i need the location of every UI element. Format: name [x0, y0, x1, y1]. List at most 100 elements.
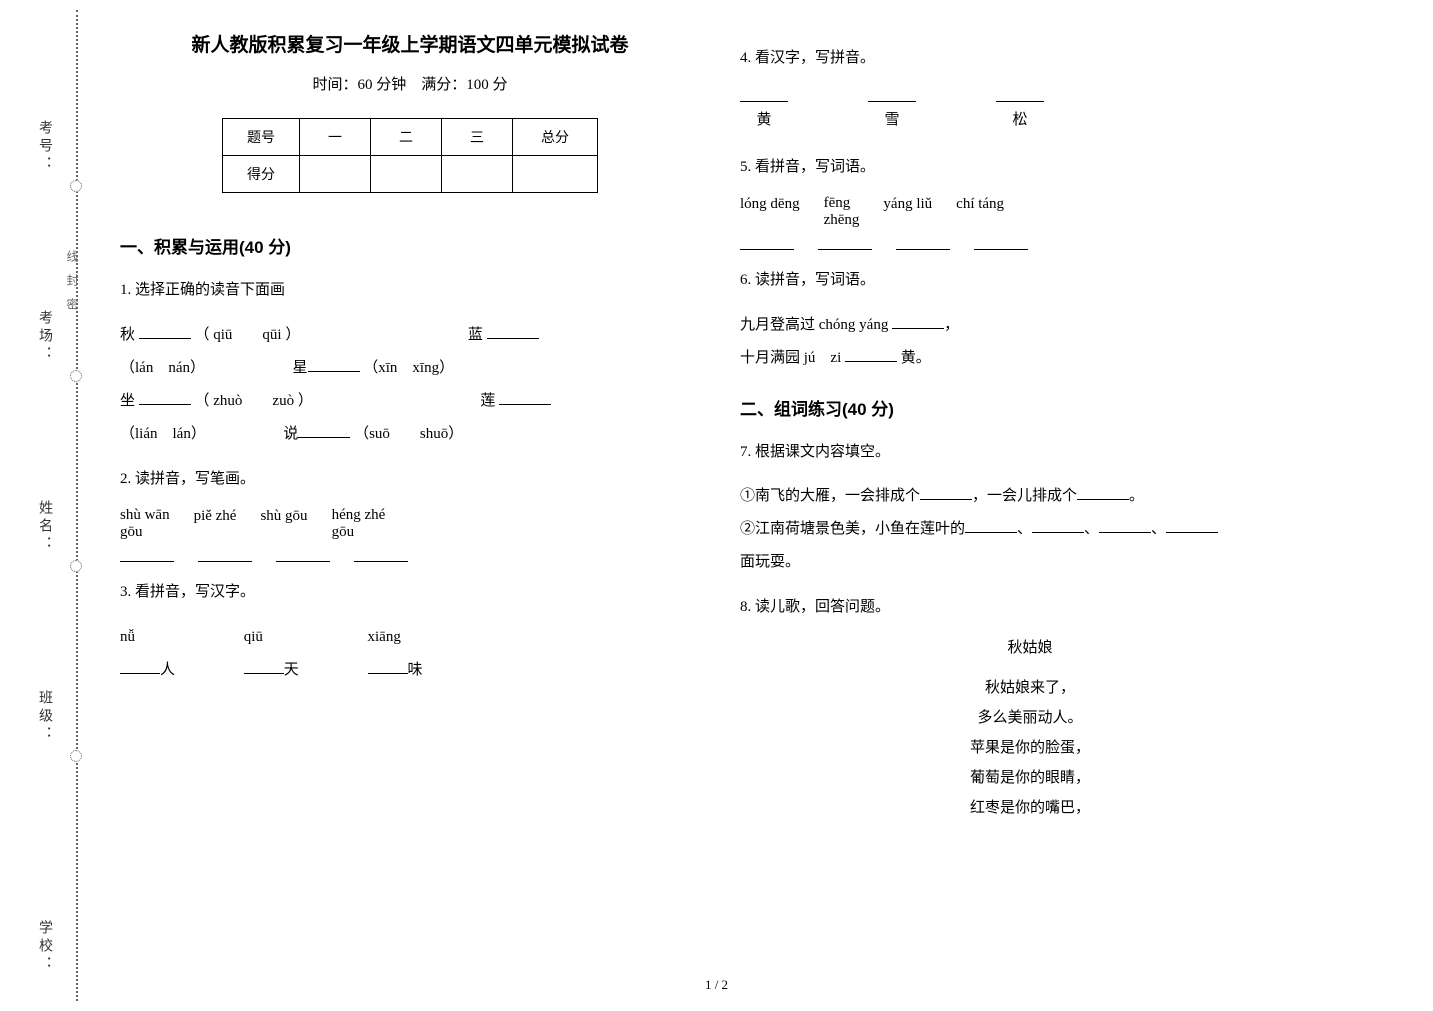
q1-title: 1. 选择正确的读音下面画 [120, 276, 700, 305]
q1-l2a: （lán nán） [120, 360, 205, 376]
q1-l4c: （suō shuō） [354, 426, 463, 442]
blank [368, 659, 408, 674]
blank [1077, 485, 1129, 500]
q4-num: 4. [740, 50, 755, 66]
q7-num: 7. [740, 444, 755, 460]
q3-suf: 人 [160, 662, 175, 678]
page-footer: 1 / 2 [0, 977, 1433, 993]
q6-body: 九月登高过 chóng yáng ， 十月满园 jú zi 黄。 [740, 309, 1320, 375]
doc-title: 新人教版积累复习一年级上学期语文四单元模拟试卷 [120, 30, 700, 57]
q3-py: qiū [244, 629, 263, 645]
score-cell [300, 156, 371, 193]
q1-l2b: 星 [292, 360, 307, 376]
score-table: 题号 一 二 三 总分 得分 [222, 118, 598, 193]
q2-py: shù gōu [260, 507, 307, 540]
blank [487, 324, 539, 339]
q8-title: 8. 读儿歌，回答问题。 [740, 593, 1320, 622]
q7-l2b: 面玩耍。 [740, 554, 800, 570]
blank [965, 518, 1017, 533]
q1-l1a: 秋 [120, 327, 139, 343]
blank [920, 485, 972, 500]
q2-py: shù wāngōu [120, 507, 170, 540]
q3-suf: 天 [284, 662, 299, 678]
poem-line: 苹果是你的脸蛋， [740, 733, 1320, 763]
section-1-heading: 一、积累与运用(40 分) [120, 233, 700, 258]
score-th: 三 [442, 119, 513, 156]
q1-l4b: 说 [283, 426, 298, 442]
doc-subtitle: 时间：60 分钟 满分：100 分 [120, 73, 700, 94]
q7-body: ①南飞的大雁，一会排成个，一会儿排成个。 ②江南荷塘景色美，小鱼在莲叶的、、、 … [740, 480, 1320, 579]
q3-title-text: 看拼音，写汉字。 [135, 584, 255, 600]
q1-l1c: 蓝 [468, 327, 487, 343]
q4-title-text: 看汉字，写拼音。 [755, 50, 875, 66]
blank [276, 548, 330, 562]
q7-title-text: 根据课文内容填空。 [755, 444, 890, 460]
q6-title-text: 读拼音，写词语。 [755, 272, 875, 288]
q2-title-text: 读拼音，写笔画。 [135, 471, 255, 487]
score-row-label: 得分 [223, 156, 300, 193]
q7-l1a: ①南飞的大雁，一会排成个 [740, 488, 920, 504]
blank [139, 324, 191, 339]
binding-seal-text: 线封密 [64, 250, 81, 322]
q3-py: nǚ [120, 629, 135, 645]
blank [354, 548, 408, 562]
q4-char: 黄 [756, 108, 771, 129]
blank [499, 390, 551, 405]
binding-label-banji: 班级： [34, 690, 54, 744]
q2-py: héng zhégōu [332, 507, 386, 540]
q5-title-text: 看拼音，写词语。 [755, 159, 875, 175]
q1-l3a: 坐 [120, 393, 139, 409]
q5-py: chí táng [956, 195, 1004, 228]
q6-title: 6. 读拼音，写词语。 [740, 266, 1320, 295]
q3-body: nǚ 人 qiū 天 xiāng 味 [120, 621, 700, 687]
score-th: 总分 [513, 119, 598, 156]
q4-char: 雪 [884, 108, 899, 129]
q7-sep: 、 [1017, 521, 1032, 537]
q2-num: 2. [120, 471, 135, 487]
q5-py: fēngzhēng [824, 195, 860, 228]
score-cell [371, 156, 442, 193]
q1-body: 秋 （ qiū qūi ） 蓝 （lán nán） 星 （xīn xīng） 坐… [120, 319, 700, 451]
q2-py: piě zhé [194, 507, 237, 540]
poem-title: 秋姑娘 [740, 636, 1320, 657]
q1-num: 1. [120, 282, 135, 298]
score-th: 一 [300, 119, 371, 156]
blank [198, 548, 252, 562]
blank [1032, 518, 1084, 533]
blank [120, 548, 174, 562]
q7-l1c: 。 [1129, 488, 1144, 504]
q7-sep: 、 [1084, 521, 1099, 537]
poem-line: 多么美丽动人。 [740, 703, 1320, 733]
q6-l1b: ， [944, 317, 959, 333]
blank [845, 347, 897, 362]
blank [740, 236, 794, 250]
blank [308, 357, 360, 372]
q5-blank-row [740, 236, 1320, 250]
right-column: 4. 看汉字，写拼音。 黄 雪 松 5. 看拼音，写词语。 lóng dēng … [720, 30, 1340, 940]
binding-label-xuexiao: 学校： [34, 920, 54, 974]
q3-suf: 味 [408, 662, 423, 678]
q5-pinyin-row: lóng dēng fēngzhēng yáng liǔ chí táng [740, 195, 1320, 228]
q6-l2a: 十月满园 jú zi [740, 350, 845, 366]
q3-py: xiāng [368, 629, 401, 645]
poem-line: 葡萄是你的眼睛， [740, 763, 1320, 793]
binding-circle [70, 750, 82, 762]
q2-title: 2. 读拼音，写笔画。 [120, 465, 700, 494]
blank [1099, 518, 1151, 533]
blank [974, 236, 1028, 250]
binding-label-xingming: 姓名： [34, 500, 54, 554]
binding-dotted-line [76, 10, 78, 1001]
blank [996, 87, 1044, 102]
q7-l1b: ，一会儿排成个 [972, 488, 1077, 504]
q4-item: 雪 [868, 87, 916, 129]
blank [298, 423, 350, 438]
poem-body: 秋姑娘来了， 多么美丽动人。 苹果是你的脸蛋， 葡萄是你的眼睛， 红枣是你的嘴巴… [740, 673, 1320, 823]
q5-title: 5. 看拼音，写词语。 [740, 153, 1320, 182]
q4-title: 4. 看汉字，写拼音。 [740, 44, 1320, 73]
q1-l3b: （ zhuò zuò ） [195, 393, 313, 409]
score-cell [442, 156, 513, 193]
q5-py: yáng liǔ [883, 195, 932, 228]
q1-title-text: 选择正确的读音下面画 [135, 282, 285, 298]
q7-sep: 、 [1151, 521, 1166, 537]
q1-l4a: （lián lán） [120, 426, 206, 442]
